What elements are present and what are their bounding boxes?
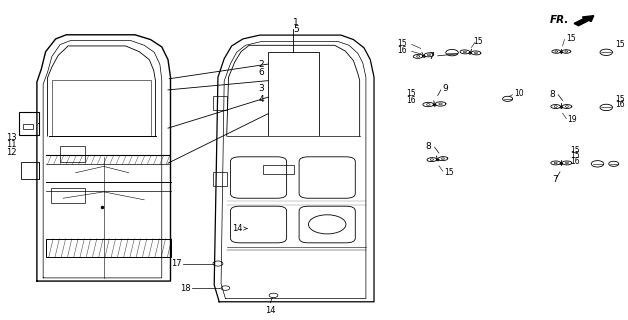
Text: 16: 16 [406, 96, 416, 105]
Text: 15: 15 [566, 35, 576, 44]
Text: 7: 7 [428, 52, 434, 61]
Text: 18: 18 [180, 284, 191, 292]
Text: 15: 15 [571, 151, 580, 160]
Text: 1: 1 [293, 19, 299, 28]
Text: 9: 9 [442, 84, 448, 93]
Bar [263, 165, 294, 174]
Text: 14: 14 [265, 306, 276, 315]
Bar [23, 124, 33, 129]
Text: 12: 12 [6, 148, 16, 157]
Text: 15: 15 [444, 168, 453, 177]
Bar [19, 112, 40, 134]
Text: 2: 2 [259, 60, 264, 69]
Text: 13: 13 [6, 132, 16, 141]
Text: 15: 15 [615, 40, 625, 49]
Text: 16: 16 [397, 46, 406, 55]
Text: 4: 4 [259, 95, 264, 104]
Bar [46, 239, 170, 257]
Text: 11: 11 [6, 140, 16, 149]
Text: 8: 8 [426, 142, 431, 151]
Text: 15: 15 [474, 37, 483, 46]
Bar [213, 172, 227, 186]
Bar [21, 162, 40, 179]
Text: 6: 6 [258, 68, 264, 77]
Text: 15: 15 [615, 95, 625, 104]
Text: 7: 7 [552, 175, 558, 184]
Text: 15: 15 [571, 146, 580, 155]
Text: 16: 16 [571, 157, 580, 166]
Text: 15: 15 [397, 39, 406, 48]
Bar [213, 96, 227, 110]
FancyArrow shape [574, 16, 593, 26]
Text: 16: 16 [615, 100, 625, 109]
Text: 8: 8 [550, 90, 555, 99]
Bar [51, 188, 85, 203]
Text: 14: 14 [232, 224, 243, 233]
Text: FR.: FR. [550, 15, 570, 25]
Bar [60, 146, 85, 162]
Text: 5: 5 [293, 25, 299, 34]
Text: 15: 15 [406, 89, 416, 98]
Text: 17: 17 [171, 259, 181, 268]
Text: 10: 10 [514, 89, 524, 98]
Text: 19: 19 [568, 115, 577, 124]
Text: 3: 3 [258, 84, 264, 93]
